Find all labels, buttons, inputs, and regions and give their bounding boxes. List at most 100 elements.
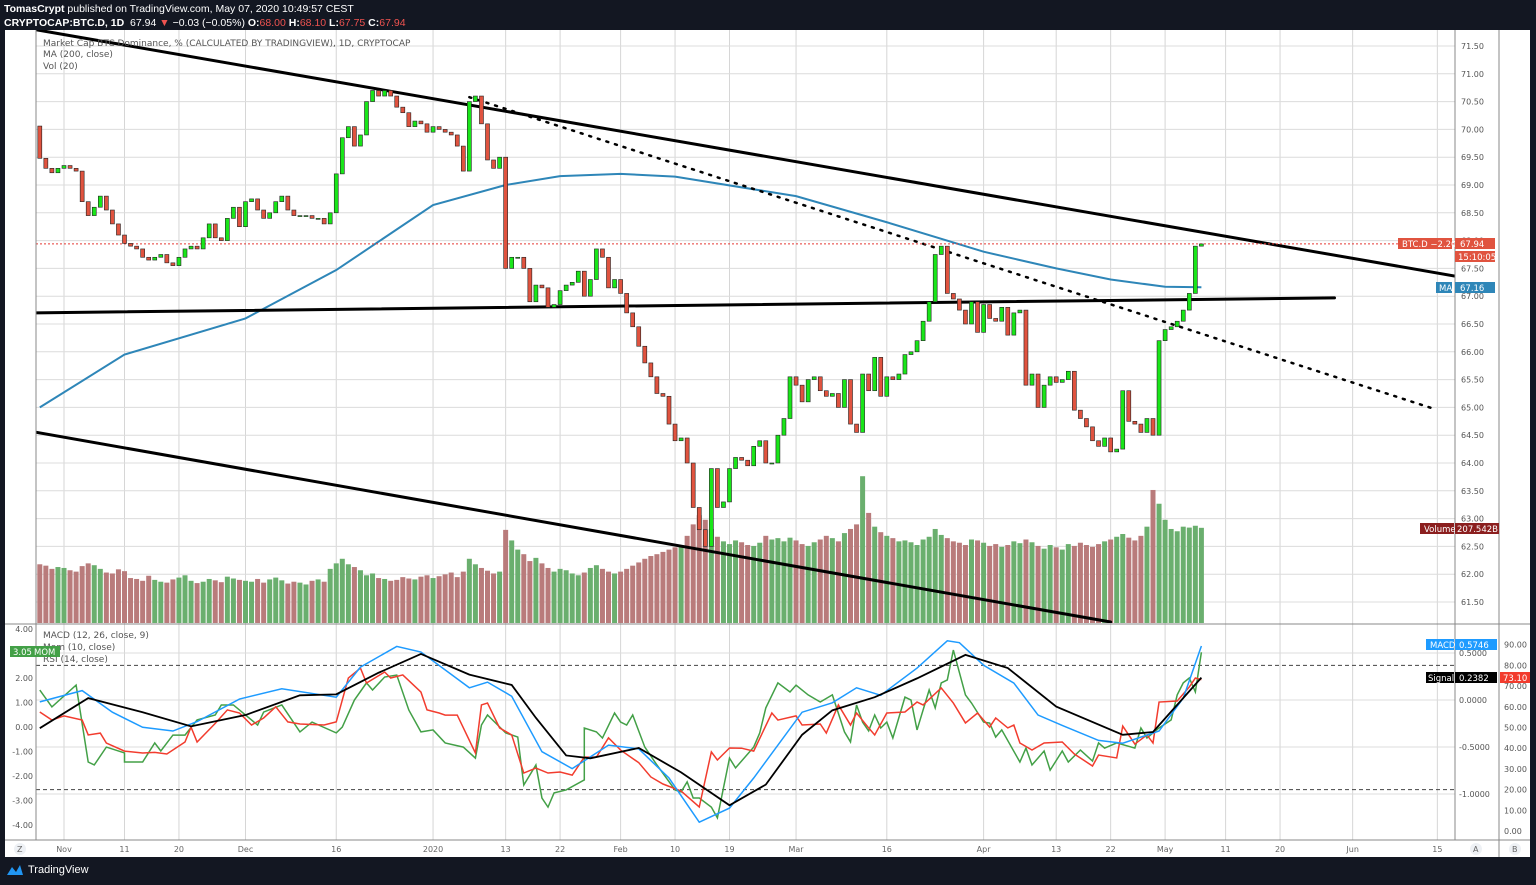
footer: TradingView <box>6 864 89 876</box>
author-name[interactable]: TomasCrypt <box>4 3 65 15</box>
candle <box>85 201 91 216</box>
legend-rsi[interactable]: RSI (14, close) <box>43 655 108 665</box>
scale-button-a[interactable] <box>1470 843 1482 855</box>
candle <box>1029 373 1035 386</box>
candle <box>745 459 750 467</box>
volume-bar <box>981 542 987 623</box>
macd-tick-label: -1.0000 <box>1459 790 1490 799</box>
candle <box>860 373 865 433</box>
candle <box>297 215 303 217</box>
volume-bar <box>551 571 557 623</box>
volume-bar <box>1144 526 1150 623</box>
legend-macd[interactable]: MACD (12, 26, close, 9) <box>43 631 149 641</box>
volume-bar <box>1083 545 1089 623</box>
candle <box>951 293 956 300</box>
candle <box>182 248 188 258</box>
candle <box>751 446 757 467</box>
candle <box>231 206 236 219</box>
brand-name[interactable]: TradingView <box>28 864 89 876</box>
candle <box>43 158 49 169</box>
legend-main-title[interactable]: Market Cap BTC Dominance, % (CALCULATED … <box>43 39 411 49</box>
volume-bar <box>999 546 1005 623</box>
candle <box>358 134 363 147</box>
time-tick-label: Feb <box>614 845 628 854</box>
volume-bar <box>122 571 127 623</box>
candle <box>225 218 230 241</box>
legend-volume[interactable]: Vol (20) <box>43 62 78 72</box>
volume-bar <box>872 526 878 623</box>
candle <box>412 120 418 127</box>
candle <box>497 156 502 169</box>
rsi-tick-label: 60.00 <box>1504 703 1527 712</box>
candle <box>128 243 133 247</box>
candle <box>110 209 115 225</box>
volume-bar <box>345 564 351 623</box>
publish-info: published on TradingView.com, May 07, 20… <box>67 3 354 15</box>
volume-bar <box>182 575 188 623</box>
volume-bar <box>412 579 418 623</box>
volume-bar <box>1047 545 1053 623</box>
volume-bar <box>751 545 757 623</box>
volume-bar <box>860 476 866 623</box>
legend-mom[interactable]: Mom (10, close) <box>43 643 115 653</box>
scale-button-z[interactable] <box>14 843 26 855</box>
candle <box>339 137 345 175</box>
candle <box>1138 423 1144 433</box>
volume-bar <box>1150 489 1156 623</box>
mom-tick-label: 0.00 <box>15 723 33 732</box>
volume-bar <box>835 541 841 623</box>
volume-bar <box>642 558 648 623</box>
candle <box>73 168 79 172</box>
volume-bar <box>442 574 448 623</box>
candle <box>315 218 321 220</box>
legend-ma[interactable]: MA (200, close) <box>43 50 113 60</box>
candle <box>884 376 890 397</box>
scale-button-b-label: B <box>1512 845 1518 854</box>
time-tick-label: Apr <box>977 845 992 854</box>
candle <box>279 195 285 202</box>
candle <box>1053 376 1059 383</box>
candle <box>1144 418 1150 433</box>
candle <box>696 507 702 531</box>
volume-bar <box>612 573 618 623</box>
volume-bar <box>224 576 230 623</box>
volume-bar <box>757 542 763 623</box>
candle <box>170 262 176 266</box>
last-price: 67.94 <box>130 17 157 29</box>
volume-bar <box>55 567 61 623</box>
price-tick-label: 68.50 <box>1461 209 1484 218</box>
volume-bar <box>454 577 460 623</box>
candle <box>364 101 369 136</box>
time-tick-label: Jun <box>1345 845 1359 854</box>
candle <box>757 440 763 447</box>
volume-bar <box>146 575 152 623</box>
chart-header: TomasCrypt published on TradingView.com,… <box>4 2 406 30</box>
high-label: H: <box>288 17 300 29</box>
candle <box>460 145 466 172</box>
trendline <box>36 296 1336 315</box>
candle <box>999 307 1005 322</box>
rsi-tick-label: 0.00 <box>1504 827 1522 836</box>
candle <box>285 195 291 211</box>
volume-bar <box>781 541 787 623</box>
volume-bar <box>932 528 938 623</box>
volume-bar <box>67 570 73 623</box>
volume-bar <box>140 580 146 623</box>
scale-button-b[interactable] <box>1509 843 1521 855</box>
volume-bar <box>533 557 539 623</box>
volume-bar <box>914 545 920 623</box>
candle <box>981 304 986 333</box>
volume-bar <box>61 567 67 623</box>
candle <box>557 290 563 305</box>
time-tick-label: 2020 <box>423 845 443 854</box>
candle <box>575 270 581 283</box>
volume-bar <box>73 571 79 623</box>
volume-bar <box>1186 527 1192 623</box>
candle <box>672 423 678 442</box>
open-value: 68.00 <box>259 17 286 29</box>
volume-bar <box>1053 547 1059 623</box>
volume-bar <box>321 581 327 623</box>
volume-bar <box>969 539 974 623</box>
candle <box>830 393 835 397</box>
